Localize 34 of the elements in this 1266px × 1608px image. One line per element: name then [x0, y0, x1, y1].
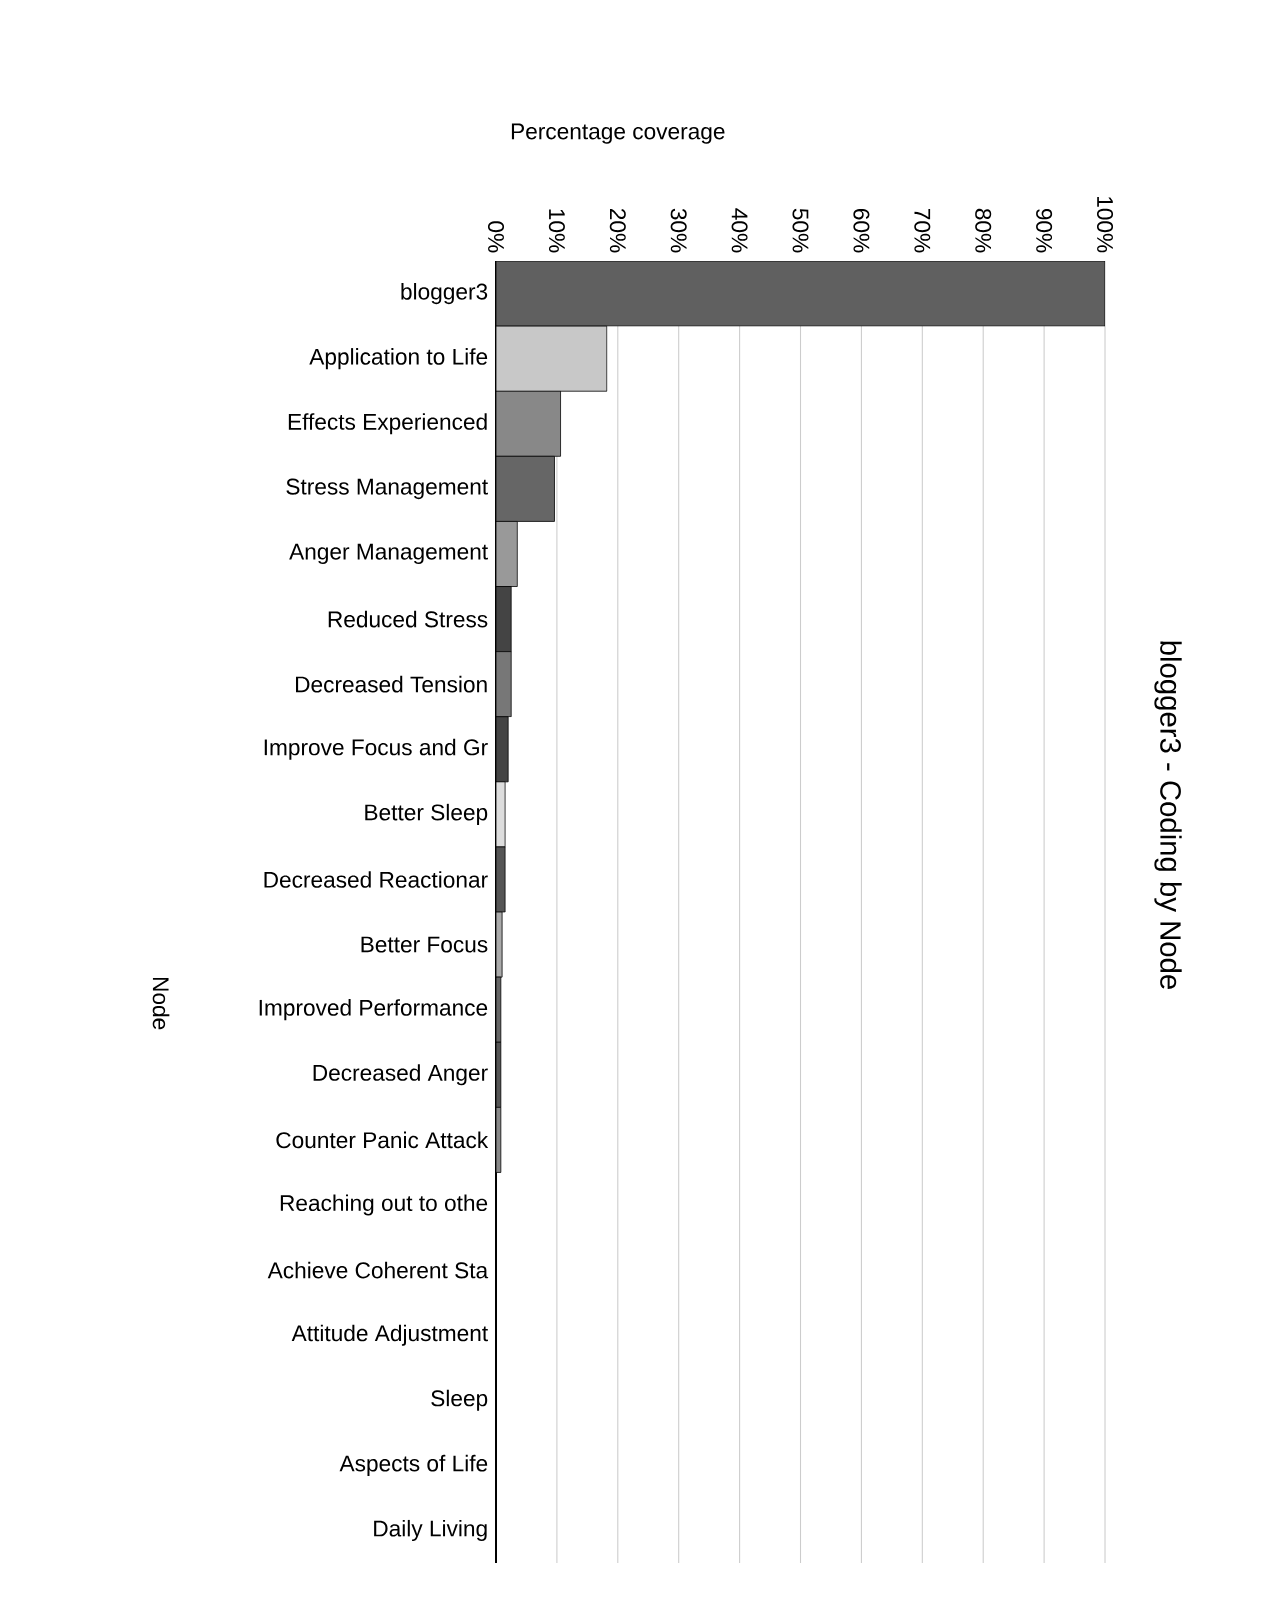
y-tick-label: blogger3 — [401, 283, 488, 305]
x-axis-title: Percentage coverage — [511, 123, 725, 144]
y-tick-label: Improved Performance — [259, 999, 488, 1021]
y-tick-label: Application to Life — [309, 348, 488, 370]
y-axis-title: Node — [152, 977, 170, 1030]
y-tick-label: Counter Panic Attack — [276, 1131, 489, 1149]
y-tick-label: Improve Focus and Gr — [264, 738, 488, 760]
x-tick-label: 0% — [487, 221, 505, 253]
y-tick-label: Stress Management — [286, 478, 488, 500]
x-tick-label: 100% — [1096, 196, 1114, 253]
x-tick-label: 60% — [853, 208, 870, 253]
x-tick-label: 40% — [731, 208, 748, 253]
y-tick-label: Reduced Stress — [328, 610, 488, 628]
text: blogger3 - Coding by Node — [1154, 641, 1182, 989]
y-tick-label: Decreased Tension — [296, 675, 487, 693]
y-tick-label: Achieve Coherent Sta — [267, 1261, 489, 1279]
y-tick-label: Reaching out to othe — [280, 1194, 488, 1216]
x-tick-label: 90% — [1036, 208, 1053, 253]
y-tick-label: Anger Management — [289, 543, 488, 565]
x-tick-label: 20% — [609, 208, 626, 253]
y-tick-label: Decreased Anger — [313, 1064, 488, 1086]
y-tick-label: Effects Experienced — [288, 413, 487, 435]
y-tick-label: Daily Living — [374, 1519, 487, 1542]
y-tick-label: Better Sleep — [365, 803, 488, 825]
y-tick-label: Better Focus — [361, 936, 488, 953]
x-tick-label: 10% — [548, 209, 565, 253]
y-tick-label: Attitude Adjustment — [291, 1324, 488, 1346]
y-tick-label: Decreased Reactionar — [264, 871, 488, 888]
x-tick-label: 70% — [914, 209, 931, 253]
y-tick-label: Aspects of Life — [339, 1454, 488, 1476]
y-tick-label: Sleep — [431, 1389, 488, 1411]
x-tick-label: 50% — [792, 208, 809, 253]
x-tick-label: 30% — [670, 208, 687, 253]
x-tick-label: 80% — [975, 208, 992, 253]
